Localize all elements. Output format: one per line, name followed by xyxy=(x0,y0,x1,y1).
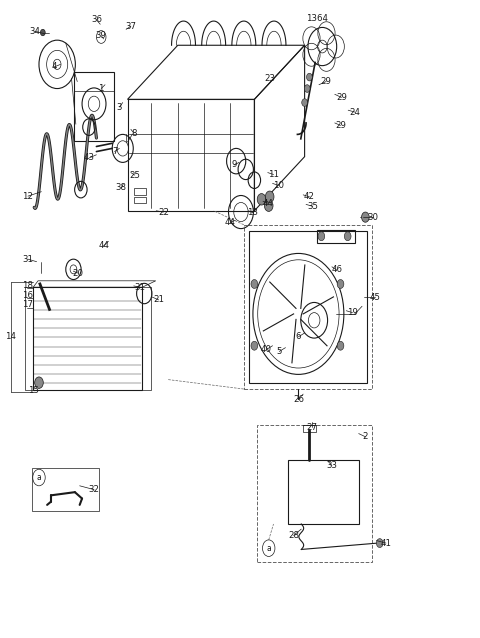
Bar xyxy=(33,287,143,390)
Text: 16: 16 xyxy=(23,291,34,300)
Text: 7: 7 xyxy=(112,147,117,156)
Text: 41: 41 xyxy=(381,538,392,547)
Bar xyxy=(244,225,372,389)
Text: 29: 29 xyxy=(321,77,332,86)
Text: 8: 8 xyxy=(131,129,136,138)
Text: 3: 3 xyxy=(117,103,122,112)
Text: 39: 39 xyxy=(96,31,107,40)
Text: 9: 9 xyxy=(231,160,237,170)
Bar xyxy=(134,188,146,195)
Text: 45: 45 xyxy=(370,293,381,302)
Text: 2: 2 xyxy=(363,433,368,441)
Text: 1364: 1364 xyxy=(306,14,327,23)
Circle shape xyxy=(302,99,308,107)
Bar xyxy=(288,461,359,524)
Bar xyxy=(134,197,146,203)
Text: 36: 36 xyxy=(91,15,102,24)
Text: 22: 22 xyxy=(158,207,169,216)
Circle shape xyxy=(265,191,274,202)
Text: 18: 18 xyxy=(23,281,34,290)
Text: 33: 33 xyxy=(326,461,337,470)
Circle shape xyxy=(376,538,383,547)
Text: 26: 26 xyxy=(293,395,304,404)
Text: 20: 20 xyxy=(73,269,84,278)
Text: 46: 46 xyxy=(331,265,342,274)
Circle shape xyxy=(318,232,324,241)
Circle shape xyxy=(40,29,45,36)
Text: 10: 10 xyxy=(273,181,284,190)
Circle shape xyxy=(264,200,273,211)
Circle shape xyxy=(251,341,258,350)
Text: a: a xyxy=(36,473,41,482)
Bar xyxy=(24,287,33,390)
Circle shape xyxy=(35,377,43,389)
Text: 23: 23 xyxy=(264,74,275,83)
Circle shape xyxy=(304,85,310,93)
Text: 44: 44 xyxy=(225,218,236,226)
Text: 12: 12 xyxy=(23,191,34,200)
Text: 13: 13 xyxy=(247,208,258,217)
Circle shape xyxy=(361,212,369,222)
Text: 29: 29 xyxy=(336,93,347,102)
Text: 44: 44 xyxy=(98,241,109,250)
Circle shape xyxy=(251,279,258,288)
Circle shape xyxy=(257,193,266,205)
Text: 31: 31 xyxy=(134,283,145,292)
Text: 32: 32 xyxy=(88,485,99,494)
Text: a: a xyxy=(266,544,271,553)
Text: 28: 28 xyxy=(288,531,299,540)
Text: 40: 40 xyxy=(261,345,272,354)
Text: 5: 5 xyxy=(276,347,282,356)
Text: 37: 37 xyxy=(125,22,136,31)
Circle shape xyxy=(307,73,312,81)
Circle shape xyxy=(337,279,344,288)
Text: 19: 19 xyxy=(347,308,358,317)
Bar xyxy=(303,425,316,433)
Bar xyxy=(317,230,355,242)
Text: 31: 31 xyxy=(23,255,34,263)
Circle shape xyxy=(337,341,344,350)
Circle shape xyxy=(344,232,351,241)
Text: 17: 17 xyxy=(23,300,34,309)
Text: 30: 30 xyxy=(368,212,379,221)
Bar xyxy=(32,468,99,511)
Text: 42: 42 xyxy=(304,192,315,201)
Text: 27: 27 xyxy=(306,423,317,432)
Bar xyxy=(257,426,372,562)
Text: 43: 43 xyxy=(84,153,95,163)
Text: 6: 6 xyxy=(296,332,301,341)
Text: 11: 11 xyxy=(268,170,279,179)
Text: 44: 44 xyxy=(262,198,273,207)
Text: 24: 24 xyxy=(349,108,360,117)
Text: 35: 35 xyxy=(307,202,318,211)
Text: 38: 38 xyxy=(116,183,127,193)
Text: 4: 4 xyxy=(51,63,57,71)
Text: 34: 34 xyxy=(30,27,41,36)
Text: 21: 21 xyxy=(153,295,164,304)
Bar xyxy=(143,287,151,390)
Text: 1: 1 xyxy=(98,84,104,93)
Text: 15: 15 xyxy=(28,386,39,395)
Text: 25: 25 xyxy=(129,170,140,180)
Text: 29: 29 xyxy=(335,121,346,130)
Text: 14: 14 xyxy=(5,332,16,341)
Bar xyxy=(249,231,367,383)
